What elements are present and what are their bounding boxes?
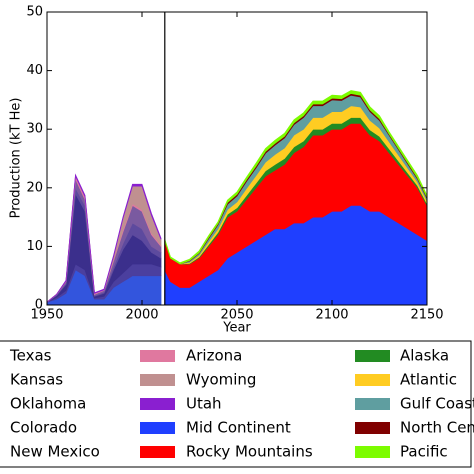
y-tick-label: 50 (26, 5, 43, 20)
legend-label: Rocky Mountains (186, 443, 313, 461)
y-tick-label: 20 (26, 180, 43, 195)
legend-label: Texas (9, 347, 52, 365)
legend-label: Atlantic (400, 371, 457, 389)
legend-swatch (355, 446, 390, 458)
legend-label: Gulf Coast (400, 395, 474, 413)
y-tick-label: 10 (26, 239, 43, 254)
legend-swatch (355, 374, 390, 386)
y-tick-label: 30 (26, 122, 43, 137)
legend-label: Alaska (400, 347, 449, 365)
legend-label: North Central (400, 419, 474, 437)
legend-box (0, 340, 472, 468)
legend-label: Pacific (400, 443, 448, 461)
legend-swatch (140, 446, 175, 458)
legend-swatch (140, 422, 175, 434)
legend-swatch (140, 374, 175, 386)
legend-swatch (355, 350, 390, 362)
legend-swatch (140, 398, 175, 410)
y-tick-label: 0 (35, 298, 43, 313)
y-axis-label: Production (kT He) (9, 98, 24, 219)
legend-label: Mid Continent (186, 419, 291, 437)
x-tick-label: 2050 (220, 308, 253, 323)
area (46, 173, 162, 303)
x-tick-label: 2100 (315, 308, 348, 323)
legend-label: Wyoming (186, 371, 256, 389)
y-tick-label: 40 (26, 63, 43, 78)
legend-label: New Mexico (10, 443, 100, 461)
legend-label: Oklahoma (10, 395, 86, 413)
legend-swatch (140, 350, 175, 362)
legend-swatch (355, 398, 390, 410)
x-tick-label: 2000 (125, 308, 158, 323)
x-tick-label: 2150 (410, 308, 443, 323)
legend-label: Kansas (10, 371, 63, 389)
x-tick-label: 1950 (30, 308, 63, 323)
x-axis-label: Year (222, 321, 251, 336)
legend-swatch (355, 422, 390, 434)
legend-label: Utah (186, 395, 222, 413)
legend-label: Colorado (10, 419, 77, 437)
legend-label: Arizona (186, 347, 242, 365)
